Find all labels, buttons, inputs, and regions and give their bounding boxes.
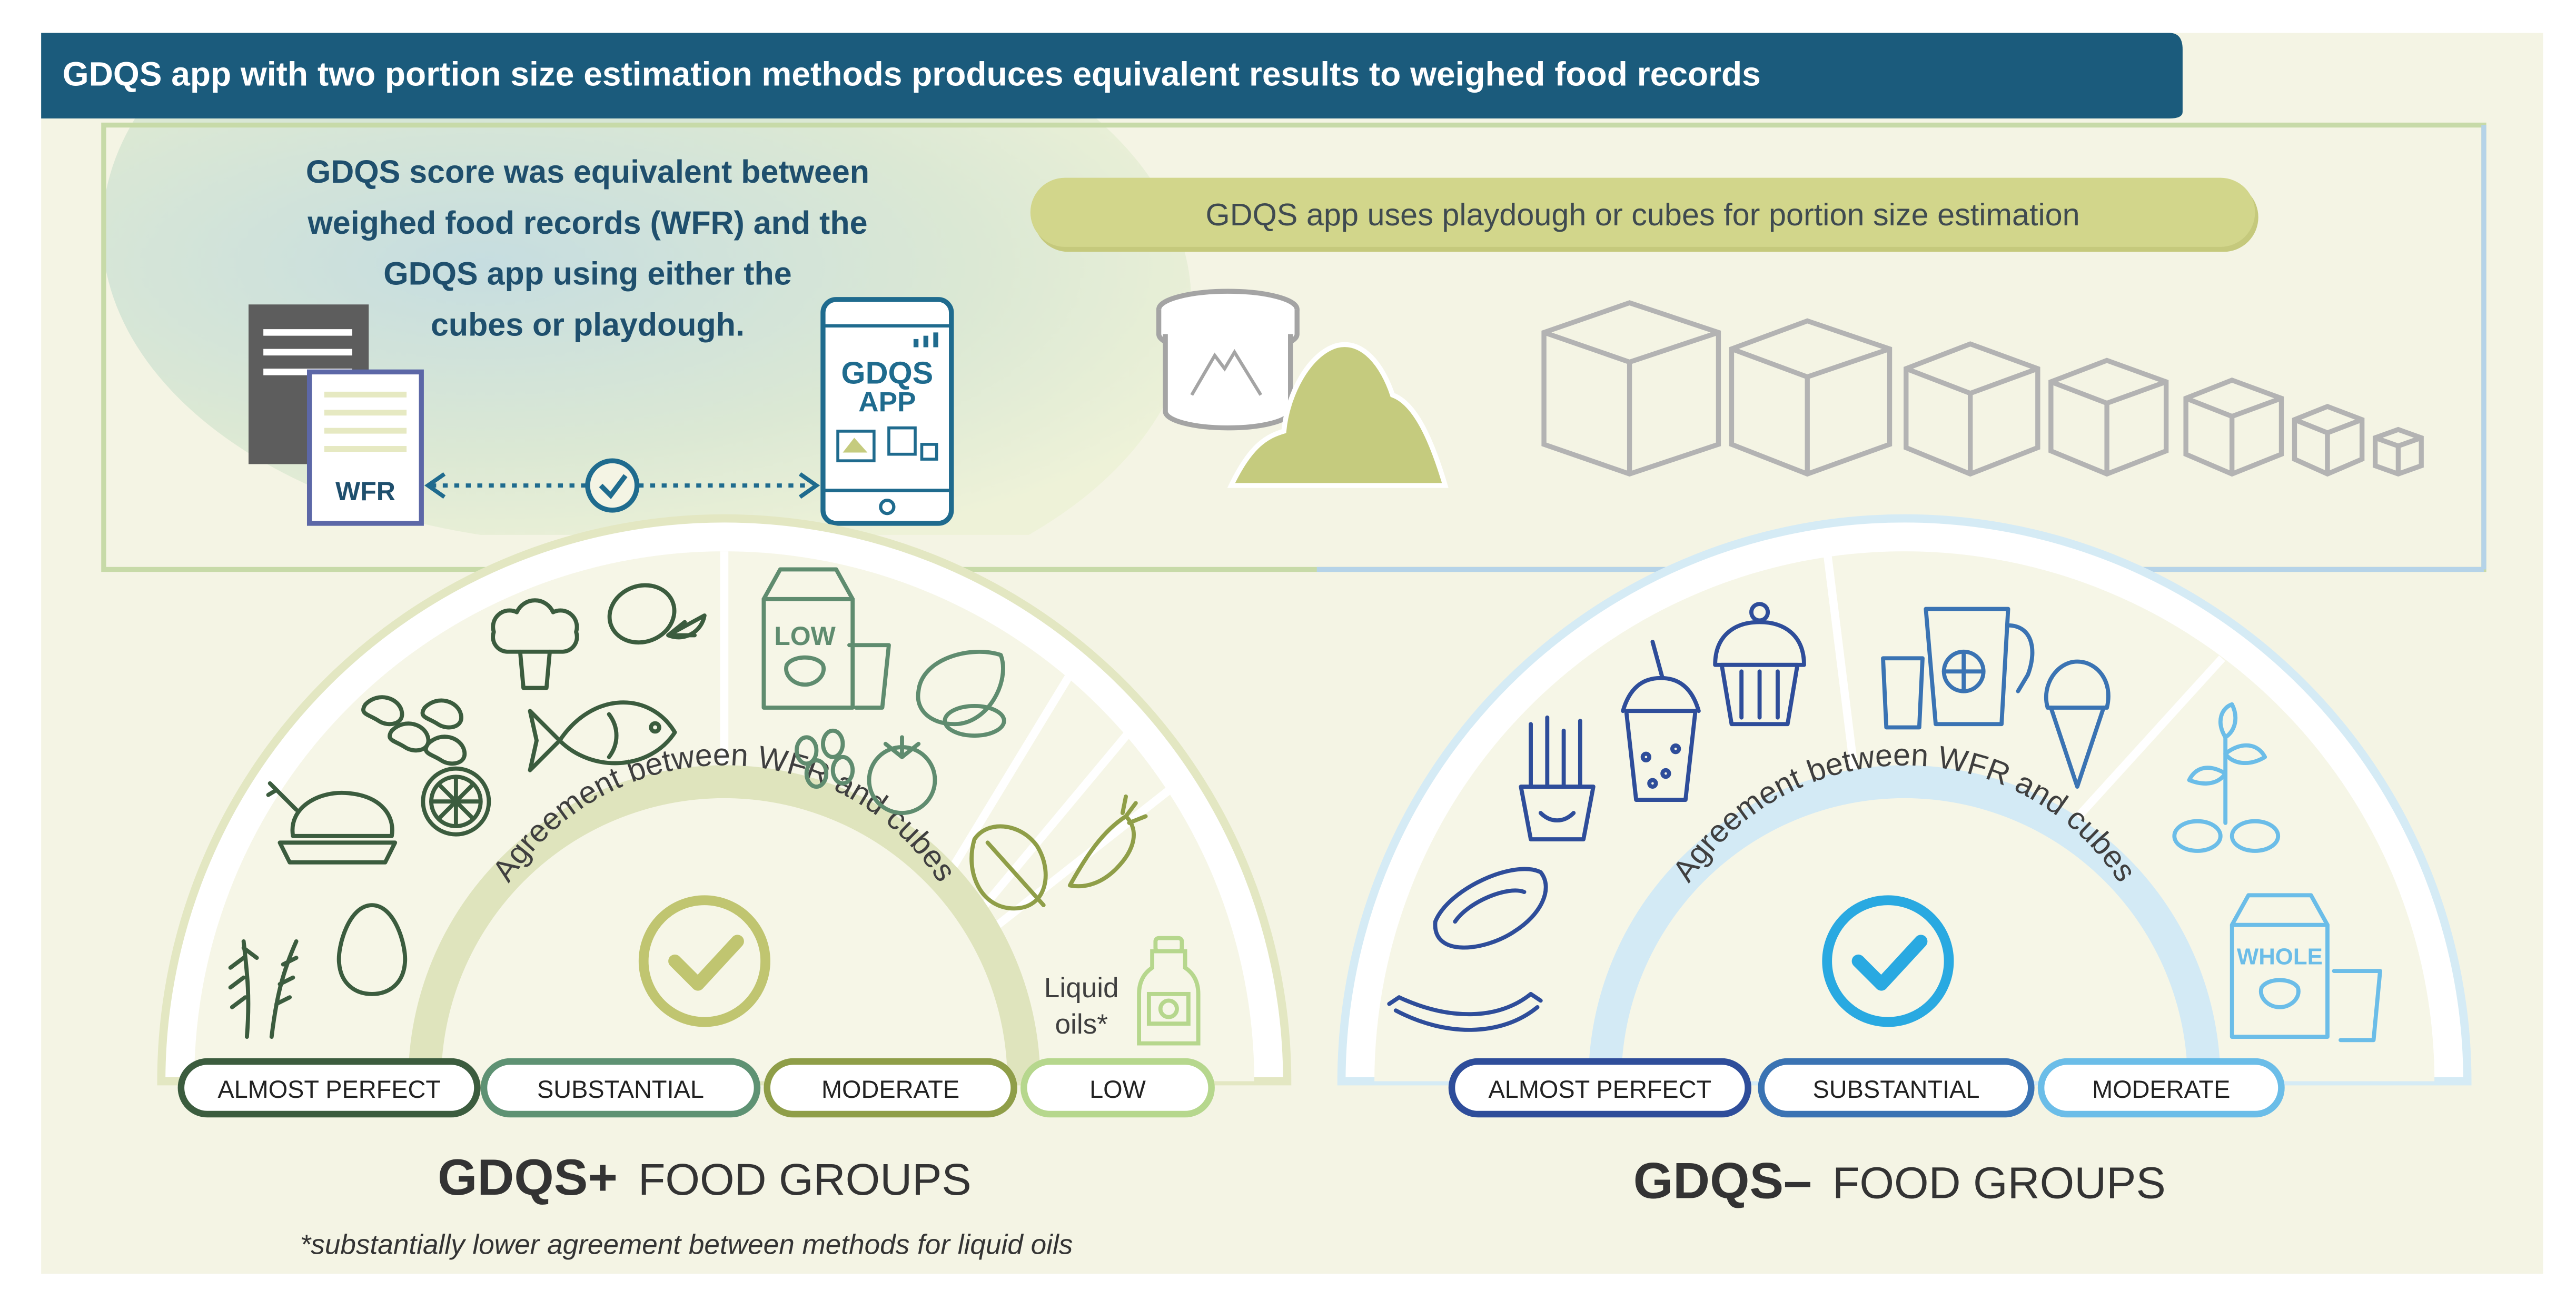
minus-level-label-2: MODERATE xyxy=(2092,1076,2230,1103)
plus-level-label-0: ALMOST PERFECT xyxy=(217,1076,441,1103)
plus-level-label-1: SUBSTANTIAL xyxy=(537,1076,704,1103)
minus-check-icon xyxy=(1822,895,1954,1027)
minus-level-label-1: SUBSTANTIAL xyxy=(1813,1076,1980,1103)
whole-milk-carton-icon: WHOLE xyxy=(2230,893,2382,1043)
summary-line-2: weighed food records (WFR) and the xyxy=(307,205,867,241)
plus-footnote: *substantially lower agreement between m… xyxy=(300,1229,1073,1261)
playdough-blob xyxy=(1227,342,1449,488)
wfr-document-icon: WFR xyxy=(249,304,424,526)
equivalence-arrow xyxy=(424,458,820,513)
app-label-app: APP xyxy=(858,386,916,418)
cubes-icon xyxy=(1541,300,2424,477)
plus-level-label-3: LOW xyxy=(1089,1076,1146,1103)
minus-panel-title: GDQS– FOOD GROUPS xyxy=(1633,1152,2166,1209)
method-pill: GDQS app uses playdough or cubes for por… xyxy=(1030,177,2258,252)
title-banner: GDQS app with two portion size estimatio… xyxy=(41,33,2183,119)
sweet-potato-icon xyxy=(916,650,1006,738)
plus-milk-label: LOW xyxy=(774,621,836,651)
carrot-icon xyxy=(1067,794,1148,889)
wfr-label: WFR xyxy=(335,477,395,506)
gdqs-minus-panel: Agreement between WFR and cubes xyxy=(1337,514,2472,1209)
coffee-beans-icon xyxy=(795,728,855,789)
plus-level-substantial xyxy=(480,1058,761,1118)
gdqs-app-phone-icon: GDQS APP xyxy=(820,297,954,526)
plus-title-bold: GDQS+ xyxy=(438,1148,618,1206)
summary-line-1: GDQS score was equivalent between xyxy=(306,154,869,190)
broccoli-icon xyxy=(491,598,579,690)
lemon-icon xyxy=(607,583,707,645)
minus-level-almost-perfect xyxy=(1448,1058,1751,1118)
summary-line-4: cubes or playdough. xyxy=(431,307,745,343)
plus-panel-title: GDQS+ FOOD GROUPS xyxy=(438,1148,972,1206)
gdqs-plus-panel: Agreement between WFR and cubes xyxy=(157,514,1292,1261)
banner-title: GDQS app with two portion size estimatio… xyxy=(63,55,1761,93)
plus-level-moderate xyxy=(764,1058,1017,1118)
playdough-icon xyxy=(1156,289,1449,488)
plus-level-pills: ALMOST PERFECT SUBSTANTIAL MODERATE LOW xyxy=(177,1058,1215,1118)
bubble-tea-icon xyxy=(1621,640,1701,802)
cube-mini-icon xyxy=(887,426,917,456)
tomato-icon xyxy=(867,735,937,815)
minus-level-substantial xyxy=(1758,1058,2035,1118)
root-vegetable-plant-icon xyxy=(2172,702,2281,853)
liquid-oils-line1: Liquid xyxy=(1044,972,1119,1004)
app-label-gdqs: GDQS xyxy=(841,355,933,390)
egg-icon xyxy=(336,903,408,996)
playdough-mini-icon xyxy=(836,430,876,462)
juice-pitcher-icon xyxy=(1881,607,2035,730)
ice-cream-cone-icon xyxy=(2044,659,2111,789)
summary-line-3: GDQS app using either the xyxy=(383,256,791,292)
minus-milk-label: WHOLE xyxy=(2237,944,2323,970)
check-circle-icon xyxy=(585,458,640,513)
roast-chicken-icon xyxy=(266,781,398,865)
plus-level-almost-perfect xyxy=(177,1058,481,1118)
liquid-oil-bottle-icon xyxy=(1137,936,1201,1046)
wheat-icon xyxy=(228,939,299,1039)
minus-level-moderate xyxy=(2037,1058,2285,1118)
steak-icon xyxy=(1433,867,1548,950)
french-fries-icon xyxy=(1519,715,1596,841)
fish-icon xyxy=(528,700,677,772)
leafy-greens-icon xyxy=(969,824,1048,911)
method-pill-text: GDQS app uses playdough or cubes for por… xyxy=(1206,197,2080,232)
lime-slice-icon xyxy=(421,766,491,837)
minus-title-bold: GDQS– xyxy=(1633,1152,1812,1209)
cupcake-icon xyxy=(1713,602,1806,727)
plus-check-icon xyxy=(638,895,770,1027)
sausage-icon xyxy=(1387,991,1543,1032)
plus-level-low xyxy=(1021,1058,1215,1118)
legumes-icon xyxy=(361,695,467,766)
minus-level-label-0: ALMOST PERFECT xyxy=(1489,1076,1712,1103)
liquid-oils-line2: oils* xyxy=(1055,1009,1108,1040)
low-fat-milk-carton-icon: LOW xyxy=(761,567,891,710)
minus-level-pills: ALMOST PERFECT SUBSTANTIAL MODERATE xyxy=(1448,1058,2285,1118)
plus-level-label-2: MODERATE xyxy=(821,1076,959,1103)
minus-title-rest: FOOD GROUPS xyxy=(1832,1158,2166,1207)
plus-title-rest: FOOD GROUPS xyxy=(638,1155,972,1204)
summary-text: GDQS score was equivalent between weighe… xyxy=(306,154,869,343)
